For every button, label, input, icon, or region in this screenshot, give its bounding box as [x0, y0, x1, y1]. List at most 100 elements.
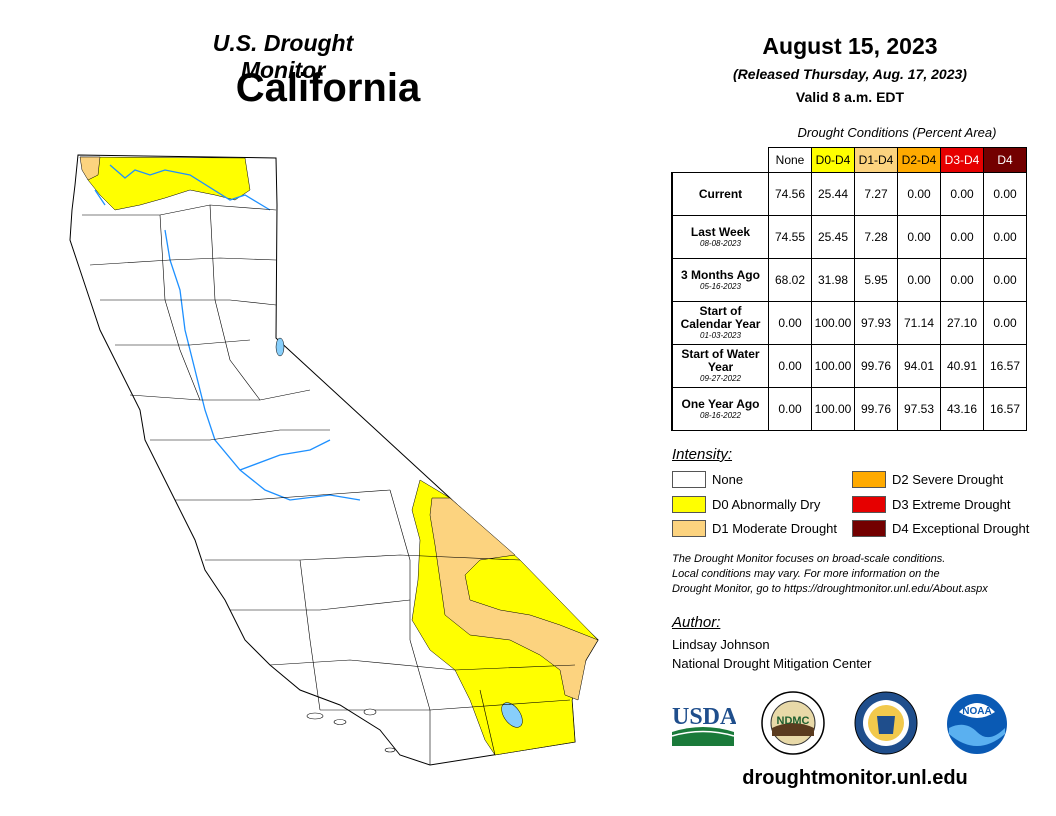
table-row: 3 Months Ago 05-16-2023 68.02 31.98 5.95 0.00…	[671, 258, 1027, 302]
table-cell: 0.00	[768, 301, 812, 345]
table-cell: 97.93	[854, 301, 898, 345]
table-cell: 74.55	[768, 215, 812, 259]
table-cell: 0.00	[897, 258, 941, 302]
author-name: Lindsay Johnson	[672, 637, 770, 652]
row-label: Current	[671, 172, 769, 216]
table-cell: 31.98	[811, 258, 855, 302]
nidis-seal-logo	[854, 691, 918, 755]
legend-title: Intensity:	[672, 446, 733, 463]
legend-item: D4 Exceptional Drought	[852, 520, 1029, 537]
note-line: Drought Monitor, go to https://droughtmo…	[672, 583, 988, 595]
row-label: Start of Calendar Year 01-03-2023	[671, 301, 769, 345]
table-cell: 74.56	[768, 172, 812, 216]
river	[109, 164, 271, 211]
map-subtitle: U.S. Drought Monitor	[212, 30, 354, 83]
author-heading: Author:	[672, 614, 721, 631]
table-cell: 0.00	[983, 258, 1027, 302]
noaa-logo: NOAA	[947, 694, 1007, 754]
legend-label: None	[712, 472, 744, 487]
table-row: One Year Ago 08-16-2022 0.00 100.00 99.76 97.…	[671, 387, 1027, 431]
row-date: 05-16-2023	[700, 281, 741, 291]
table-cell: 0.00	[983, 172, 1027, 216]
table-cell: 0.00	[768, 387, 812, 431]
legend-swatch	[852, 496, 886, 513]
drought-conditions-table: None D0-D4 D1-D4 D2-D4 D3-D4 D4 Current 74.56 2…	[671, 147, 1027, 431]
table-row: Last Week 08-08-2023 74.55 25.45 7.28 0.00 0.0…	[671, 215, 1027, 259]
table-caption: Drought Conditions (Percent Area)	[797, 125, 997, 140]
table-row: Current 74.56 25.44 7.27 0.00 0.00 0.00	[671, 172, 1027, 216]
legend-swatch	[672, 471, 706, 488]
legend-label: D1 Moderate Drought	[712, 521, 838, 536]
legend-swatch	[672, 496, 706, 513]
river	[239, 439, 331, 471]
table-cell: 94.01	[897, 344, 941, 388]
state-title: California	[235, 66, 421, 110]
release-date: (Released Thursday, Aug. 17, 2023)	[733, 66, 967, 82]
disclaimer-note: The Drought Monitor focuses on broad-sca…	[672, 552, 1052, 597]
table-cell: 100.00	[811, 387, 855, 431]
legend-item: D1 Moderate Drought	[672, 520, 837, 537]
table-cell: 0.00	[940, 172, 984, 216]
usda-logo: USDA	[671, 704, 736, 746]
row-label: One Year Ago 08-16-2022	[671, 387, 769, 431]
valid-time: Valid 8 a.m. EDT	[795, 89, 905, 105]
table-cell: 71.14	[897, 301, 941, 345]
column-header: D3-D4	[940, 147, 984, 173]
table-cell: 25.45	[811, 215, 855, 259]
noaa-logo-text: NOAA	[962, 706, 991, 717]
table-row: Start of Water Year 09-27-2022 0.00 100.00 9…	[671, 344, 1027, 388]
salton-sea	[501, 702, 523, 728]
table-cell: 0.00	[983, 215, 1027, 259]
legend-label: D0 Abnormally Dry	[712, 497, 821, 512]
legend-swatch	[672, 520, 706, 537]
lake-tahoe	[275, 337, 285, 357]
column-header: D0-D4	[811, 147, 855, 173]
table-corner	[672, 147, 769, 173]
row-date: 01-03-2023	[700, 331, 741, 340]
author-org: National Drought Mitigation Center	[672, 656, 872, 671]
legend-swatch	[852, 471, 886, 488]
table-cell: 0.00	[983, 301, 1027, 345]
table-cell: 99.76	[854, 387, 898, 431]
table-cell: 0.00	[897, 215, 941, 259]
channel-islands	[306, 708, 396, 753]
table-cell: 97.53	[897, 387, 941, 431]
row-label-text: 3 Months Ago	[681, 267, 760, 282]
column-header: D1-D4	[854, 147, 898, 173]
row-label-text: Start of Water Year	[681, 347, 760, 374]
table-cell: 0.00	[940, 258, 984, 302]
table-cell: 100.00	[811, 344, 855, 388]
legend-label: D3 Extreme Drought	[892, 497, 1011, 512]
ndmc-logo: NDMC	[761, 691, 825, 755]
note-line: The Drought Monitor focuses on broad-sca…	[672, 553, 946, 565]
d1-region-south	[429, 497, 599, 701]
table-cell: 5.95	[854, 258, 898, 302]
row-label: 3 Months Ago 05-16-2023	[671, 258, 769, 302]
row-label-text: Current	[698, 186, 743, 201]
county-lines	[82, 204, 576, 765]
table-cell: 43.16	[940, 387, 984, 431]
legend-item: None	[672, 471, 743, 488]
table-cell: 16.57	[983, 344, 1027, 388]
map-date: August 15, 2023	[762, 33, 938, 59]
legend-item: D2 Severe Drought	[852, 471, 1003, 488]
table-row: Start of Calendar Year 01-03-2023 0.00 100.…	[671, 301, 1027, 345]
california-drought-map	[69, 154, 599, 766]
table-cell: 25.44	[811, 172, 855, 216]
d1-region-north	[79, 156, 101, 181]
table-cell: 99.76	[854, 344, 898, 388]
row-label: Last Week 08-08-2023	[671, 215, 769, 259]
column-header: None	[768, 147, 812, 173]
table-cell: 7.27	[854, 172, 898, 216]
legend-item: D3 Extreme Drought	[852, 496, 1011, 513]
footer-url[interactable]: droughtmonitor.unl.edu	[742, 767, 968, 789]
table-header-row: None D0-D4 D1-D4 D2-D4 D3-D4 D4	[672, 147, 1027, 173]
table-cell: 27.10	[940, 301, 984, 345]
table-cell: 0.00	[897, 172, 941, 216]
table-cell: 40.91	[940, 344, 984, 388]
table-cell: 0.00	[940, 215, 984, 259]
row-label-text: Last Week	[690, 224, 751, 239]
row-date: 08-08-2023	[700, 238, 741, 248]
note-line: Local conditions may vary. For more info…	[672, 568, 940, 580]
usda-logo-text: USDA	[672, 704, 736, 730]
